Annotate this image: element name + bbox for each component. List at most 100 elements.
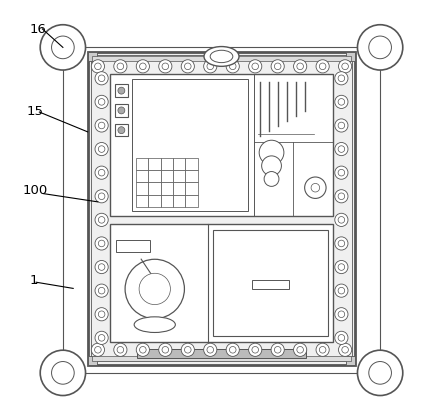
Circle shape (95, 260, 108, 274)
Circle shape (249, 60, 262, 73)
Circle shape (358, 25, 403, 70)
Circle shape (229, 63, 236, 70)
Circle shape (51, 36, 74, 59)
Circle shape (95, 166, 108, 179)
Circle shape (204, 343, 217, 356)
Bar (173, 182, 185, 194)
Bar (173, 157, 185, 170)
Circle shape (98, 98, 105, 105)
Circle shape (159, 60, 172, 73)
Circle shape (136, 343, 149, 356)
Circle shape (262, 156, 281, 176)
Circle shape (252, 63, 259, 70)
Circle shape (335, 95, 348, 108)
Circle shape (338, 60, 352, 73)
Circle shape (91, 60, 105, 73)
Circle shape (118, 107, 125, 114)
Circle shape (297, 63, 303, 70)
Bar (136, 157, 148, 170)
Circle shape (98, 146, 105, 152)
Circle shape (338, 98, 345, 105)
Circle shape (249, 343, 262, 356)
Circle shape (338, 217, 345, 223)
Bar (185, 157, 198, 170)
Circle shape (207, 63, 214, 70)
Circle shape (207, 346, 214, 353)
Circle shape (95, 63, 101, 70)
Circle shape (335, 260, 348, 274)
Circle shape (95, 143, 108, 156)
Circle shape (294, 60, 307, 73)
Bar (136, 194, 148, 207)
Circle shape (338, 264, 345, 270)
Bar (148, 170, 160, 182)
Bar (346, 356, 355, 365)
Circle shape (335, 213, 348, 227)
Circle shape (274, 63, 281, 70)
Circle shape (140, 346, 146, 353)
Circle shape (338, 75, 345, 82)
Ellipse shape (204, 47, 239, 66)
Circle shape (136, 60, 149, 73)
Circle shape (338, 146, 345, 152)
Bar (110, 74, 333, 216)
Bar (160, 182, 173, 194)
Circle shape (305, 177, 326, 199)
Circle shape (181, 60, 194, 73)
Circle shape (117, 63, 124, 70)
Circle shape (139, 273, 171, 304)
Bar (160, 194, 173, 207)
Circle shape (95, 213, 108, 227)
Circle shape (316, 343, 329, 356)
Circle shape (338, 287, 345, 294)
Bar (185, 194, 198, 207)
Circle shape (335, 308, 348, 321)
Text: 15: 15 (27, 105, 44, 118)
Circle shape (338, 311, 345, 318)
Circle shape (184, 63, 191, 70)
Circle shape (118, 127, 125, 133)
Bar (173, 194, 185, 207)
Circle shape (95, 72, 108, 85)
Circle shape (342, 63, 348, 70)
Circle shape (226, 60, 239, 73)
Circle shape (98, 287, 105, 294)
Circle shape (229, 346, 236, 353)
Circle shape (316, 60, 329, 73)
Bar (136, 182, 148, 194)
Circle shape (184, 346, 191, 353)
Circle shape (40, 25, 85, 70)
Circle shape (98, 193, 105, 199)
Circle shape (335, 331, 348, 344)
Circle shape (98, 240, 105, 247)
Circle shape (338, 343, 352, 356)
Bar (148, 194, 160, 207)
Circle shape (335, 166, 348, 179)
Circle shape (335, 190, 348, 203)
Circle shape (98, 335, 105, 341)
Circle shape (264, 171, 279, 186)
Bar (213, 230, 328, 336)
Circle shape (181, 343, 194, 356)
Bar (252, 280, 289, 289)
Bar (160, 157, 173, 170)
Circle shape (338, 169, 345, 176)
Circle shape (319, 63, 326, 70)
Bar (92, 56, 351, 61)
Circle shape (335, 284, 348, 297)
Circle shape (98, 75, 105, 82)
Bar (91, 55, 352, 361)
Circle shape (369, 362, 392, 384)
Circle shape (95, 190, 108, 203)
Circle shape (342, 346, 348, 353)
Circle shape (338, 193, 345, 199)
Circle shape (311, 183, 320, 192)
Ellipse shape (210, 50, 233, 63)
Circle shape (335, 143, 348, 156)
Bar (117, 240, 150, 252)
Circle shape (118, 87, 125, 94)
Bar (173, 170, 185, 182)
Circle shape (114, 343, 127, 356)
Circle shape (162, 346, 169, 353)
Circle shape (338, 335, 345, 341)
